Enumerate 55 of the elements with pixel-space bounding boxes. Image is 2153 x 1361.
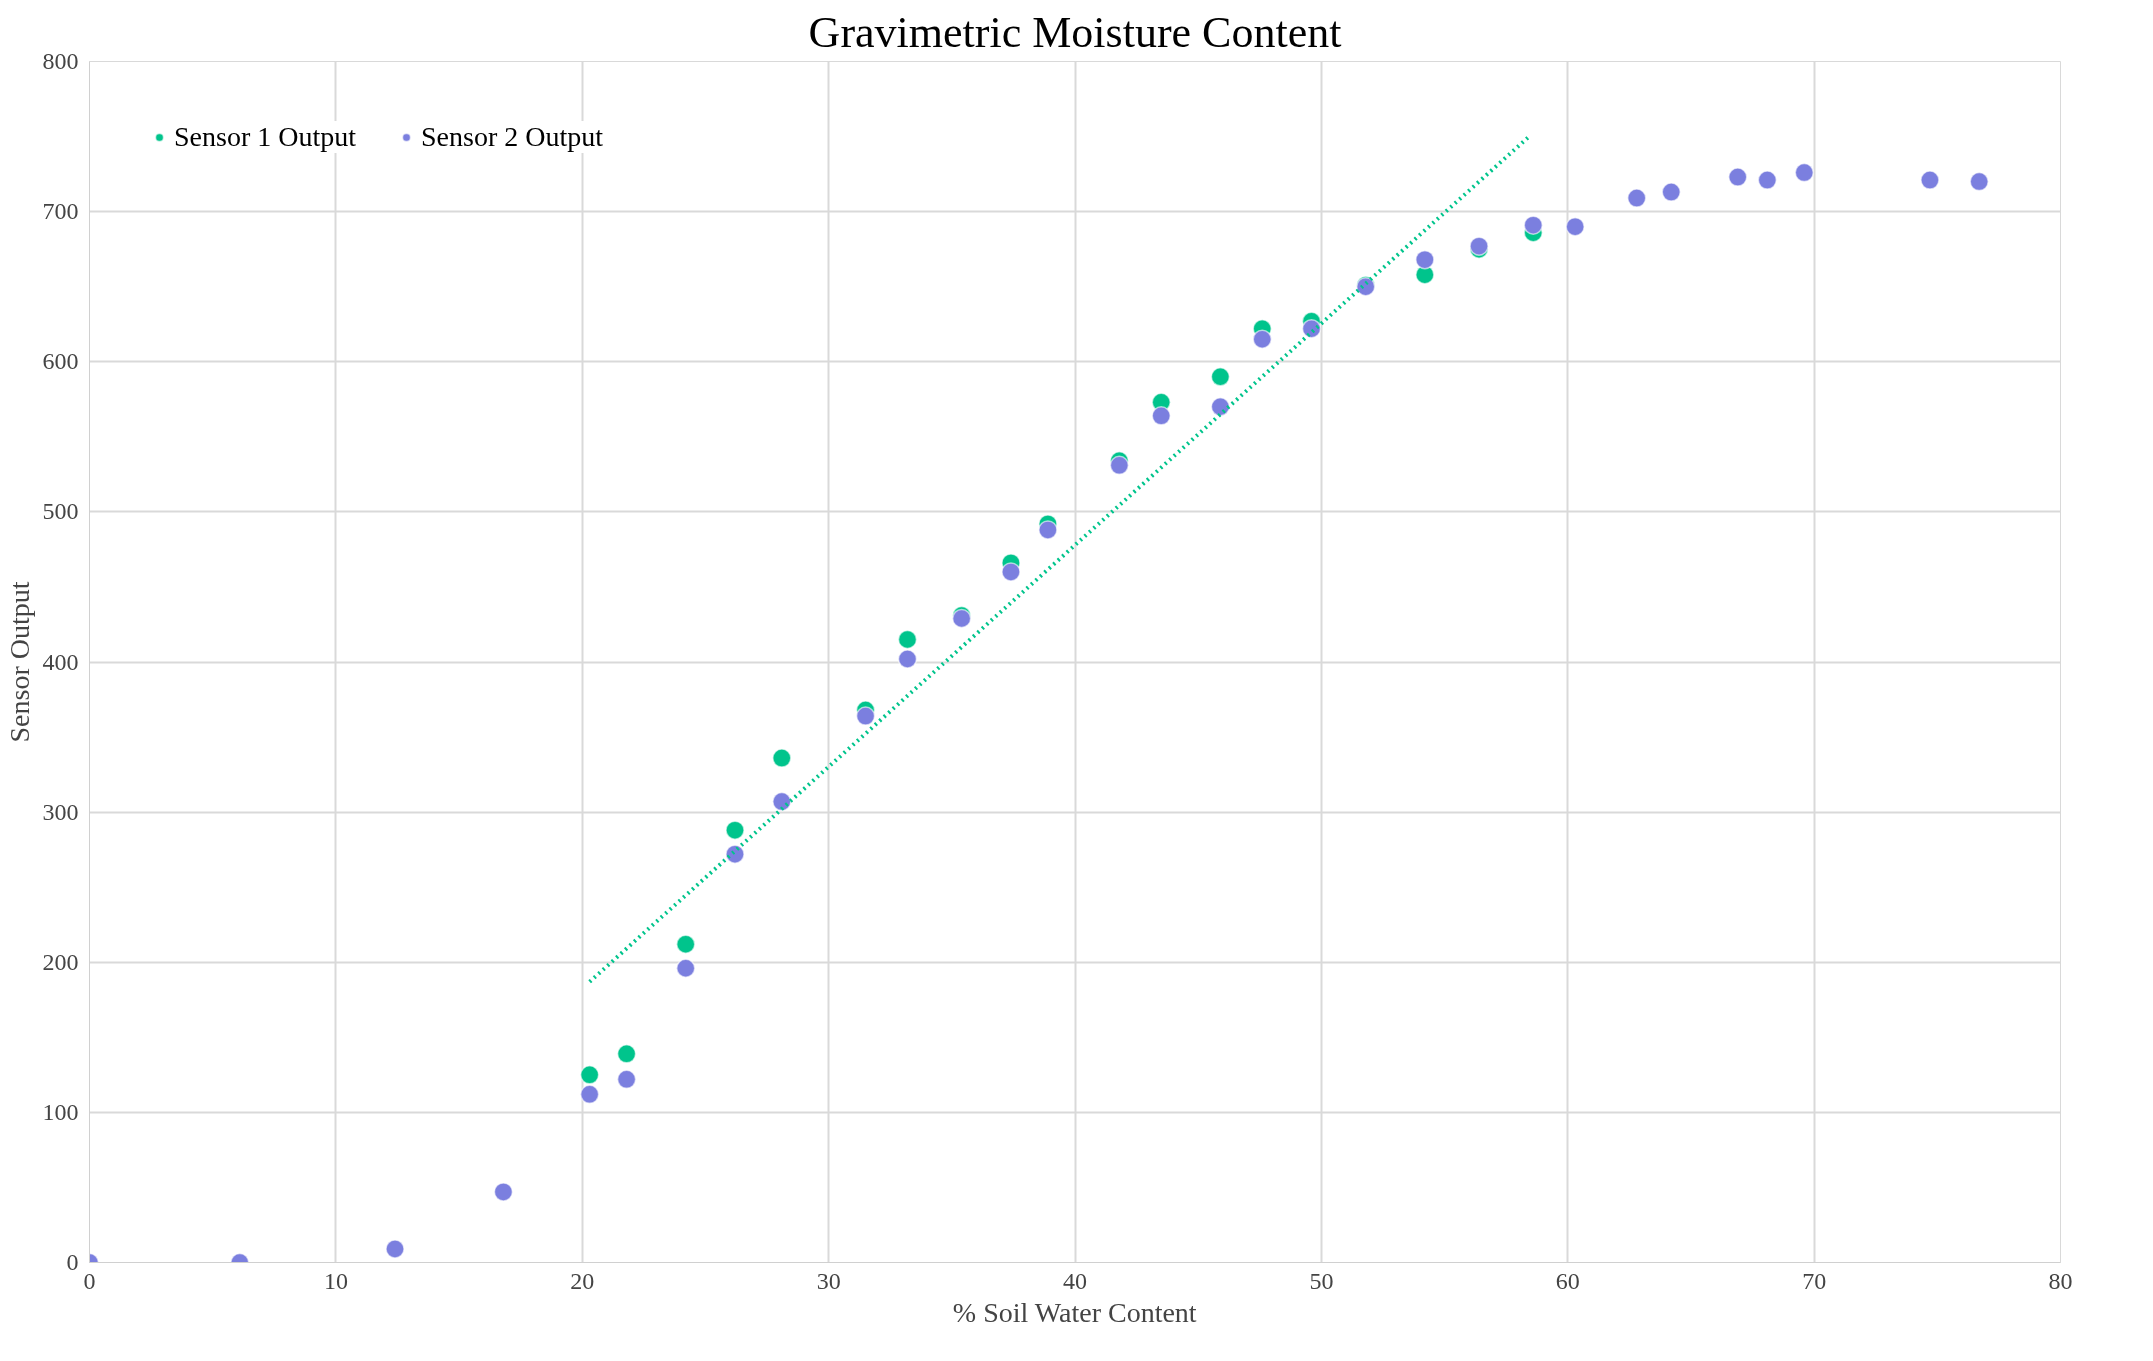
point	[493, 1182, 514, 1202]
y-tick-label: 300	[42, 798, 79, 825]
point	[725, 820, 745, 840]
chart-title: Gravimetric Moisture Content	[808, 7, 1342, 57]
point	[772, 791, 792, 812]
y-tick-label: 600	[42, 348, 79, 375]
y-tick-label: 400	[42, 648, 79, 675]
point	[1565, 216, 1585, 237]
y-tick-label: 100	[42, 1098, 79, 1125]
point	[616, 1069, 637, 1090]
x-tick-label: 40	[1063, 1267, 1087, 1294]
point	[1626, 188, 1647, 208]
point	[1415, 249, 1435, 270]
point	[385, 1239, 405, 1259]
point	[1210, 367, 1231, 387]
point	[1969, 171, 1989, 192]
x-tick-label: 70	[1802, 1267, 1827, 1294]
y-axis-title: Sensor Output	[3, 581, 35, 743]
x-tick-label: 30	[816, 1267, 841, 1294]
point	[897, 649, 918, 669]
y-tick-label: 0	[66, 1249, 79, 1275]
point	[579, 1084, 600, 1105]
point	[1151, 406, 1171, 426]
x-tick-label: 80	[2048, 1267, 2073, 1294]
point	[1001, 562, 1021, 582]
y-tick-label: 500	[42, 498, 79, 525]
point	[855, 706, 876, 726]
x-axis-title: % Soil Water Content	[952, 1296, 1197, 1328]
point	[1252, 329, 1272, 349]
y-tick-label: 800	[42, 48, 79, 74]
point	[1661, 182, 1681, 202]
x-tick-label: 10	[323, 1267, 348, 1294]
legend-label: Sensor 1 Output	[174, 121, 356, 153]
y-tick-label: 700	[42, 198, 79, 225]
point	[1109, 455, 1130, 476]
point	[1038, 520, 1058, 540]
x-tick-label: 0	[83, 1267, 96, 1294]
point	[675, 934, 696, 954]
point	[1757, 170, 1778, 190]
point	[1794, 162, 1815, 183]
x-tick-label: 60	[1555, 1267, 1580, 1294]
point	[1301, 318, 1322, 339]
point	[1728, 167, 1748, 187]
y-tick-label: 200	[42, 948, 79, 975]
point	[1920, 170, 1940, 190]
point	[1523, 215, 1544, 235]
legend-label: Sensor 2 Output	[421, 121, 603, 153]
point	[772, 748, 792, 768]
point	[897, 629, 918, 650]
x-tick-label: 20	[570, 1267, 595, 1294]
point	[616, 1044, 637, 1064]
point	[1210, 397, 1231, 417]
x-tick-label: 50	[1309, 1267, 1334, 1294]
point	[675, 958, 696, 978]
point	[579, 1065, 600, 1085]
